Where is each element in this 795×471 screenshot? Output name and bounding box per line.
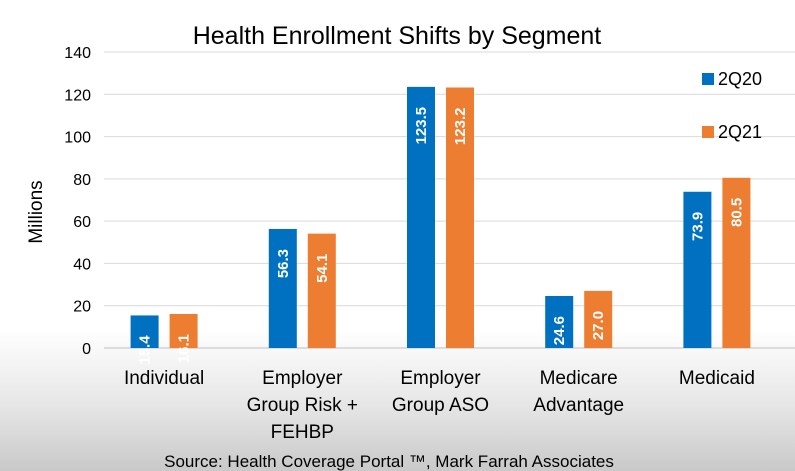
bar-2q20 [268, 228, 297, 348]
y-tick-label: 140 [64, 45, 91, 62]
category-label: Advantage [533, 395, 624, 416]
source-note: Source: Health Coverage Portal ™, Mark F… [164, 452, 614, 471]
y-axis-label: Millions [26, 180, 47, 243]
y-tick-label: 40 [73, 256, 91, 273]
data-label: 123.5 [413, 107, 430, 145]
y-tick-label: 120 [64, 87, 91, 104]
bar-2q20 [130, 315, 159, 348]
category-label: Employer [262, 368, 343, 389]
bar-2q20 [407, 86, 435, 348]
bar-2q20 [683, 191, 712, 348]
legend-label: 2Q20 [718, 69, 762, 89]
bar-2q20 [545, 295, 574, 348]
category-label: Group ASO [392, 395, 489, 416]
data-label: 24.6 [551, 316, 568, 345]
category-label: Group Risk + [247, 395, 358, 416]
category-label: Individual [124, 368, 204, 389]
bars: 15.4 16.1 56.3 54.1 123.5 123.2 24.6 27.0 73.9 80… [130, 86, 751, 365]
y-axis-ticks: 0 20 40 60 80 100 120 140 [64, 45, 91, 358]
data-label: 54.1 [314, 254, 331, 283]
bar-2q21 [722, 177, 751, 348]
category-label: Employer [400, 368, 481, 389]
y-tick-label: 100 [64, 130, 91, 147]
legend: 2Q20 2Q21 [702, 69, 762, 142]
legend-label: 2Q21 [718, 122, 762, 142]
bar-2q21 [169, 313, 198, 348]
y-tick-label: 0 [82, 341, 91, 358]
data-label: 16.1 [176, 334, 193, 363]
legend-swatch-2q21 [702, 126, 714, 138]
bar-2q21 [446, 87, 474, 349]
y-tick-label: 60 [73, 214, 91, 231]
bar-2q21 [584, 290, 613, 348]
chart-title: Health Enrollment Shifts by Segment [193, 22, 602, 50]
data-label: 73.9 [689, 212, 706, 241]
y-tick-label: 80 [73, 172, 91, 189]
x-axis-categories: Individual Employer Group Risk + FEHBP Emplo… [124, 368, 755, 443]
category-label: Medicare [540, 368, 618, 389]
data-label: 123.2 [452, 108, 469, 146]
category-label: FEHBP [271, 422, 334, 443]
legend-swatch-2q20 [702, 73, 714, 85]
category-label: Medicaid [679, 368, 755, 389]
y-tick-label: 20 [73, 299, 91, 316]
data-label: 56.3 [275, 249, 292, 278]
data-label: 27.0 [590, 311, 607, 340]
bar-2q21 [307, 233, 336, 348]
data-label: 15.4 [137, 335, 154, 365]
data-label: 80.5 [728, 198, 745, 227]
